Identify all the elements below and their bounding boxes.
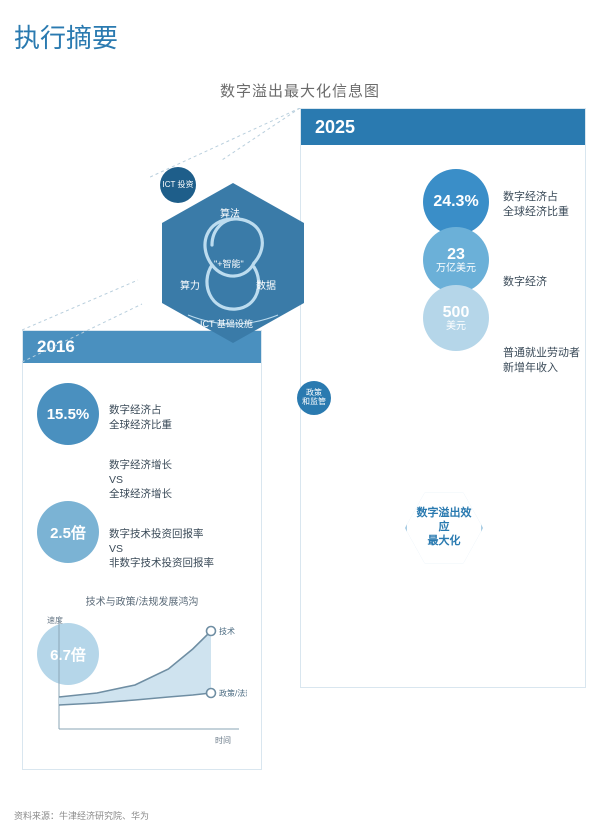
ict-invest-badge: ICT 投资 [160, 167, 196, 203]
stat-label: 数字经济占 全球经济比重 [109, 403, 172, 432]
x-axis-label: 时间 [215, 735, 231, 745]
stat-label: 数字经济增长 VS 全球经济增长 [109, 458, 172, 502]
marker-icon [207, 627, 216, 636]
stat-label: 数字技术投资回报率 VS 非数字技术投资回报率 [109, 527, 214, 571]
stat-value: 15.5% [47, 406, 90, 423]
stats-2016: 15.5% 数字经济占 全球经济比重 2.5倍 数字经济增长 VS 全球经济增长… [23, 387, 261, 587]
page-title: 执行摘要 [14, 18, 118, 55]
line-label: 技术 [219, 626, 235, 636]
hex-label: 优先发展 创业与创新 [339, 516, 389, 541]
gap-chart-title: 技术与政策/法规发展鸿沟 [23, 593, 261, 608]
knot-label-top: 算法 [220, 205, 240, 220]
knot-label-center: "+智能" [214, 257, 244, 270]
stat-row: 6.7倍 数字技术投资回报率 VS 非数字技术投资回报率 [23, 511, 261, 587]
hex-label: 构建数字 基础设施 [504, 516, 544, 541]
hex-item: 构建数字 基础设施 [485, 489, 563, 567]
stat-circle: 15.5% [37, 383, 99, 445]
hex-item: 制定积极的 数字化战略 [365, 421, 443, 499]
knot-label-left: 算力 [180, 277, 200, 292]
hex-center: 数字溢出效应 最大化 [405, 489, 483, 567]
panel-2016: 2016 15.5% 数字经济占 全球经济比重 2.5倍 数字经济增长 VS 全… [22, 330, 262, 770]
knot-label-right: 数据 [256, 277, 276, 292]
subtitle: 数字溢出最大化信息图 [0, 80, 600, 101]
hex-center-label: 数字溢出效应 最大化 [413, 507, 475, 548]
hex-cluster: 数字溢出效应 最大化 制定积极的 数字化战略 消除 数字鸿沟 优先发展 创业与创… [323, 399, 565, 659]
center-hex: ICT 投资 算法 算力 数据 "+智能" ICT 基础设施 [148, 165, 318, 365]
hex-label: 消除 数字鸿沟 [464, 448, 504, 473]
stat-row: 15.5% 数字经济占 全球经济比重 [23, 387, 261, 449]
stat-row: 2.5倍 数字经济增长 VS 全球经济增长 [23, 449, 261, 511]
line-label: 政策/法规 [219, 688, 247, 698]
hex-label: 投资新的 竞争资源 [464, 584, 504, 609]
source-line: 资料来源：牛津经济研究院、华为 [14, 809, 149, 822]
hex-item: 优先发展 创业与创新 [325, 489, 403, 567]
hex-label: 鼓励数字技术 行业蓬勃发展 [374, 584, 434, 609]
marker-icon [207, 689, 216, 698]
hex-label: 制定积极的 数字化战略 [379, 448, 429, 473]
knot-label-bottom-arc: ICT 基础设施 [200, 317, 253, 330]
hex-item: 投资新的 竞争资源 [445, 557, 523, 635]
hex-item: 消除 数字鸿沟 [445, 421, 523, 499]
y-axis-label: 速度 [47, 615, 63, 625]
gap-chart: 速度 时间 技术 政策/法规 [39, 609, 247, 749]
hex-item: 鼓励数字技术 行业蓬勃发展 [365, 557, 443, 635]
